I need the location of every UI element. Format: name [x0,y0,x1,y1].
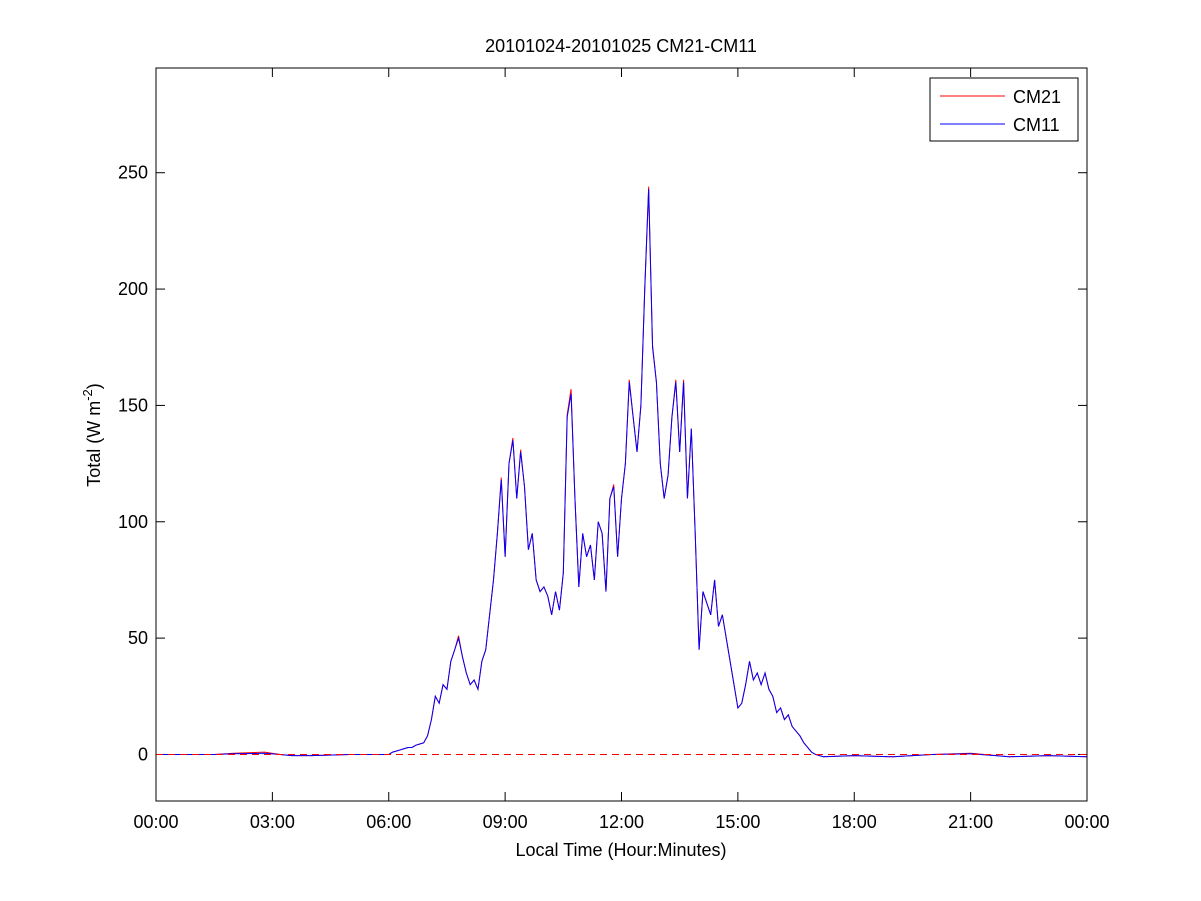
x-tick-label: 06:00 [366,812,411,832]
y-tick-label: 150 [118,395,148,415]
x-tick-label: 00:00 [1064,812,1109,832]
y-axis-label: Total (W m-2) [80,383,104,487]
y-label-suffix: ) [84,383,104,389]
x-tick-label: 12:00 [599,812,644,832]
y-tick-label: 250 [118,163,148,183]
series-line [156,188,1088,758]
legend-label: CM11 [1013,115,1060,135]
y-label-text: Total (W m [84,401,104,487]
x-axis-label: Local Time (Hour:Minutes) [515,840,726,860]
y-tick-label: 50 [128,628,148,648]
plot-frame [155,67,1088,802]
y-tick-label: 200 [118,279,148,299]
y-tick-label: 100 [118,512,148,532]
x-tick-label: 18:00 [832,812,877,832]
x-tick-label: 03:00 [250,812,295,832]
y-label-superscript: -2 [80,389,95,401]
x-tick-label: 00:00 [133,812,178,832]
chart-title: 20101024-20101025 CM21-CM11 [485,36,757,56]
x-tick-label: 09:00 [483,812,528,832]
x-tick-label: 21:00 [948,812,993,832]
legend-box [929,77,1079,142]
legend-label: CM21 [1013,87,1061,107]
x-tick-label: 15:00 [715,812,760,832]
y-tick-label: 0 [138,744,148,764]
